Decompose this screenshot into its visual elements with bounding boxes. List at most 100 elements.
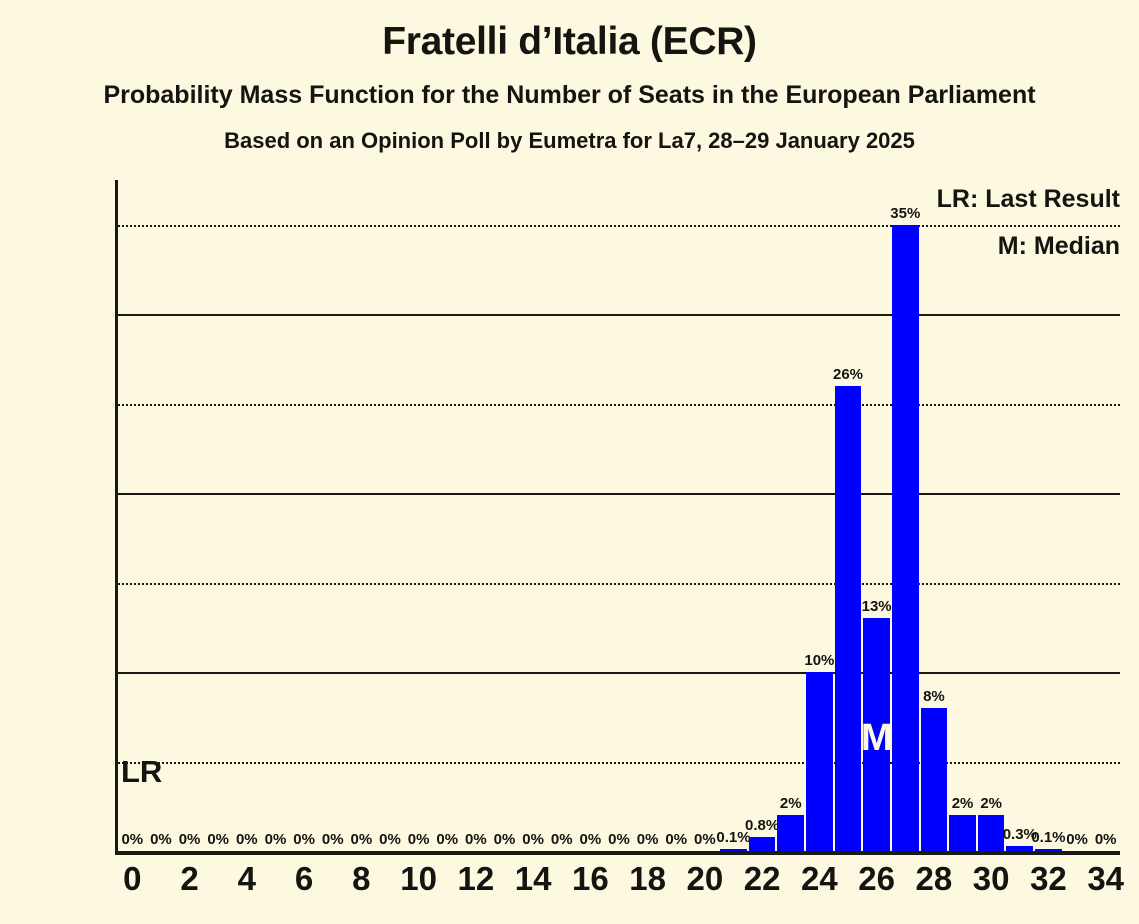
bar-slot-seat-34: 0% — [1091, 180, 1120, 851]
bar-seat-28[interactable] — [920, 707, 948, 851]
bar-value-label-seat-17: 0% — [608, 831, 630, 848]
bar-seat-31[interactable] — [1006, 845, 1034, 851]
bar-value-label-seat-12: 0% — [465, 831, 487, 848]
bar-value-label-seat-28: 8% — [923, 687, 945, 705]
bar-slot-seat-8: 0% — [347, 180, 376, 851]
x-axis-tick-14: 14 — [514, 860, 552, 897]
bar-value-label-seat-30: 2% — [980, 795, 1002, 813]
bar-seat-30[interactable] — [977, 815, 1005, 851]
bar-value-label-seat-33: 0% — [1066, 831, 1088, 848]
bar-slot-seat-0: 0% — [118, 180, 147, 851]
last-result-marker: LR — [121, 753, 163, 789]
page-title: Fratelli d’Italia (ECR) — [382, 20, 757, 63]
bar-slot-seat-23: 2% — [776, 180, 805, 851]
legend-last-result: LR: Last Result — [936, 185, 1120, 213]
bar-slot-seat-9: 0% — [376, 180, 405, 851]
bar-slot-seat-12: 0% — [462, 180, 491, 851]
bar-slot-seat-19: 0% — [662, 180, 691, 851]
gridline-major-10 — [118, 672, 1120, 674]
bar-seat-29[interactable] — [949, 815, 976, 851]
bar-slot-seat-30: 2% — [977, 180, 1006, 851]
bar-value-label-seat-2: 0% — [178, 831, 201, 848]
bar-seat-23[interactable] — [777, 815, 805, 851]
x-axis-tick-24: 24 — [801, 860, 838, 897]
bar-slot-seat-15: 0% — [547, 180, 576, 851]
x-axis-tick-28: 28 — [915, 860, 953, 897]
x-axis-tick-16: 16 — [572, 860, 609, 897]
bar-slot-seat-26: 13% M — [860, 180, 893, 851]
bar-value-label-seat-23: 2% — [779, 795, 802, 813]
bar-slot-seat-17: 0% — [605, 180, 634, 851]
x-axis-tick-30: 30 — [972, 860, 1010, 897]
bar-slot-seat-3: 0% — [204, 180, 233, 851]
bar-value-label-seat-7: 0% — [321, 831, 344, 848]
bar-seat-25[interactable] — [834, 385, 862, 851]
bar-value-label-seat-29: 2% — [951, 795, 974, 813]
bar-slot-seat-14: 0% — [519, 180, 548, 851]
bar-slot-seat-13: 0% — [490, 180, 519, 851]
gridline-minor-5 — [118, 761, 1120, 764]
y-axis-tick-20: 20% — [0, 475, 15, 511]
bar-seat-32[interactable] — [1035, 849, 1062, 851]
bar-slot-seat-6: 0% — [290, 180, 319, 851]
bar-value-label-seat-10: 0% — [407, 831, 430, 848]
bar-value-label-seat-8: 0% — [350, 831, 373, 848]
copyright-notice: © 2025 Filip van Laenen — [1127, 0, 1137, 6]
x-axis-tick-4: 4 — [237, 860, 257, 897]
x-axis-tick-32: 32 — [1030, 860, 1067, 897]
median-marker: M — [860, 717, 893, 759]
x-axis-tick-8: 8 — [352, 860, 371, 897]
bar-value-label-seat-22: 0.8% — [745, 816, 780, 834]
x-axis-tick-2: 2 — [180, 860, 199, 897]
bar-slot-seat-7: 0% — [318, 180, 347, 851]
y-axis-line — [115, 180, 118, 851]
bar-value-label-seat-13: 0% — [493, 831, 516, 848]
bar-slot-seat-29: 2% — [948, 180, 977, 851]
gridline-minor-35 — [118, 224, 1120, 227]
chart-subtitle: Probability Mass Function for the Number… — [103, 81, 1036, 109]
x-axis-tick-22: 22 — [743, 860, 781, 897]
chart-header: Fratelli d’Italia (ECR) Probability Mass… — [0, 0, 1139, 152]
chart-plot-area: 0% 0% 0% 0% 0% 0% 0% 0% 0% 0% 0% 0% 0% 0% 0% 0% 0% 0% 0% 0%… — [115, 180, 1120, 855]
bar-value-label-seat-11: 0% — [436, 831, 459, 848]
x-axis-tick-6: 6 — [294, 860, 314, 897]
bar-slot-seat-16: 0% — [576, 180, 605, 851]
bar-slot-seat-20: 0% — [691, 180, 720, 851]
bar-seat-21[interactable] — [720, 849, 747, 851]
bar-slot-seat-32: 0.1% — [1031, 180, 1066, 851]
bar-seat-26[interactable] — [863, 618, 890, 851]
bar-slot-seat-25: 26% — [833, 180, 863, 851]
y-axis-tick-30: 30% — [0, 296, 15, 332]
x-axis-tick-12: 12 — [457, 860, 495, 897]
bar-value-label-seat-24: 10% — [804, 652, 835, 669]
bar-slot-seat-2: 0% — [175, 180, 204, 851]
bar-value-label-seat-26: 13% — [861, 598, 892, 616]
bar-value-label-seat-5: 0% — [264, 831, 287, 848]
bar-value-label-seat-16: 0% — [579, 831, 602, 848]
x-axis-tick-18: 18 — [629, 860, 666, 897]
bar-slot-seat-10: 0% — [404, 180, 433, 851]
bar-value-label-seat-0: 0% — [121, 831, 144, 848]
bar-seat-27[interactable] — [891, 224, 919, 851]
bar-slot-seat-5: 0% — [261, 180, 290, 851]
bar-value-label-seat-20: 0% — [694, 831, 716, 848]
x-axis-tick-0: 0 — [123, 860, 142, 897]
bar-slot-seat-28: 8% — [920, 180, 949, 851]
bar-slot-seat-33: 0% — [1063, 180, 1092, 851]
x-axis-tick-26: 26 — [858, 860, 896, 897]
bar-slot-seat-18: 0% — [633, 180, 662, 851]
legend-median: M: Median — [997, 232, 1120, 260]
bar-seat-22[interactable] — [748, 836, 776, 851]
bar-slot-seat-21: 0.1% — [716, 180, 751, 851]
x-axis-tick-10: 10 — [400, 860, 437, 897]
bar-value-label-seat-31: 0.3% — [1002, 825, 1037, 843]
chart-source-note: Based on an Opinion Poll by Eumetra for … — [224, 128, 915, 153]
bar-slot-seat-4: 0% — [233, 180, 262, 851]
x-axis-tick-20: 20 — [686, 860, 724, 897]
bar-value-label-seat-3: 0% — [207, 831, 230, 848]
gridline-minor-25 — [118, 403, 1120, 406]
bar-value-label-seat-15: 0% — [550, 831, 573, 848]
bar-seat-24[interactable] — [806, 672, 833, 851]
bar-value-label-seat-34: 0% — [1094, 831, 1117, 848]
bar-slot-seat-24: 10% — [804, 180, 835, 851]
